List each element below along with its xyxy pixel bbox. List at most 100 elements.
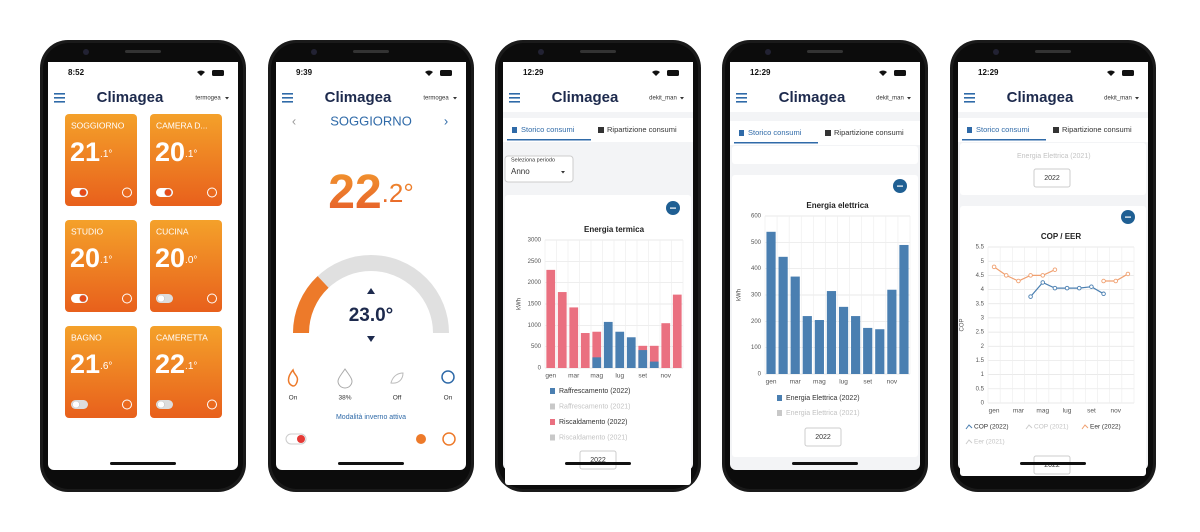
menu-icon[interactable] <box>282 97 293 99</box>
room-temp-decimal: .1° <box>100 255 112 266</box>
menu-icon[interactable] <box>964 101 975 103</box>
line-marker <box>1028 294 1033 299</box>
menu-icon[interactable] <box>736 101 747 103</box>
menu-icon[interactable] <box>964 93 975 95</box>
year-button[interactable] <box>1033 168 1071 188</box>
clock-icon[interactable] <box>122 187 132 198</box>
app-header <box>503 62 693 112</box>
year-button-label[interactable]: 2022 <box>1044 462 1060 469</box>
setpoint-down[interactable] <box>367 336 375 342</box>
clock-icon[interactable] <box>122 399 132 410</box>
legend-entry[interactable]: Energia Elettrica (2021) <box>1017 153 1091 160</box>
user-selector[interactable]: termogea <box>423 96 449 102</box>
room-tile[interactable] <box>65 114 137 206</box>
menu-icon[interactable] <box>964 97 975 99</box>
bar <box>592 357 602 368</box>
flame-icon[interactable] <box>287 368 299 387</box>
tab[interactable]: Ripartizione consumi <box>607 125 677 134</box>
year-button-label[interactable]: 2022 <box>590 457 606 464</box>
setpoint: 23.0° <box>349 305 394 326</box>
menu-icon[interactable] <box>509 93 520 95</box>
menu-icon[interactable] <box>509 101 520 103</box>
bar <box>887 289 897 374</box>
tab-icon <box>967 127 972 133</box>
legend-entry[interactable]: Raffrescamento (2022) <box>559 388 630 395</box>
speaker <box>1035 50 1071 53</box>
room-name[interactable]: BAGNO <box>71 332 102 342</box>
room-temp: 20.1° <box>70 243 112 273</box>
legend-icon <box>550 419 555 425</box>
legend-entry[interactable]: Riscaldamento (2022) <box>559 419 627 426</box>
clock-icon[interactable] <box>442 432 456 446</box>
period-select[interactable] <box>504 155 574 183</box>
setpoint-up[interactable] <box>367 288 375 294</box>
room-tile[interactable] <box>65 326 137 418</box>
tab-indicator <box>507 139 591 141</box>
year-button-label[interactable]: 2022 <box>815 434 831 441</box>
status-time: 9:39 <box>296 68 313 77</box>
room-name[interactable]: CAMERETTA <box>156 332 208 342</box>
previous-card <box>732 146 918 164</box>
fan-speed-icon[interactable] <box>416 434 426 444</box>
legend-entry[interactable]: COP (2021) <box>1034 424 1069 431</box>
period-value[interactable]: Anno <box>511 167 530 176</box>
year-button[interactable] <box>804 427 842 447</box>
menu-icon[interactable] <box>54 93 65 95</box>
legend-entry[interactable]: Eer (2022) <box>1090 424 1121 431</box>
room-name[interactable]: CAMERA D... <box>156 120 207 130</box>
room-name[interactable]: SOGGIORNO <box>71 120 125 130</box>
user-selector[interactable]: dekit_man <box>876 96 904 102</box>
menu-icon[interactable] <box>736 97 747 99</box>
y-tick-label: 500 <box>751 240 762 246</box>
room-tile[interactable] <box>65 220 137 312</box>
year-button-label[interactable]: 2022 <box>1044 175 1060 182</box>
room-temp: 22.1° <box>155 349 197 379</box>
user-selector[interactable]: termogea <box>195 96 221 102</box>
line-marker <box>1004 273 1009 278</box>
dropdown-caret <box>561 171 565 174</box>
y-tick-label: 3 <box>981 315 985 321</box>
room-name[interactable]: STUDIO <box>71 226 104 236</box>
wifi-icon <box>1107 70 1115 76</box>
room-temp-int: 22 <box>155 349 185 379</box>
x-tick-label: nov <box>661 373 672 380</box>
chart-title: Energia termica <box>584 225 645 234</box>
room-tile[interactable] <box>150 326 222 418</box>
menu-icon[interactable] <box>736 93 747 95</box>
toggle-knob <box>157 294 165 303</box>
prev-room[interactable]: ‹ <box>292 113 296 128</box>
tab[interactable]: Ripartizione consumi <box>1062 125 1132 134</box>
legend-entry[interactable]: COP (2022) <box>974 424 1009 431</box>
menu-icon[interactable] <box>509 97 520 99</box>
clock-icon[interactable] <box>122 293 132 304</box>
clock-icon[interactable] <box>207 187 217 198</box>
eco-icon[interactable] <box>390 372 404 384</box>
tab[interactable]: Storico consumi <box>976 125 1030 134</box>
tab[interactable]: Ripartizione consumi <box>834 128 904 137</box>
user-selector[interactable]: dekit_man <box>649 96 677 102</box>
menu-icon[interactable] <box>282 101 293 103</box>
room-tile[interactable] <box>150 220 222 312</box>
tab[interactable]: Storico consumi <box>521 125 575 134</box>
humidity-icon[interactable] <box>337 368 353 389</box>
y-axis-label: kWh <box>517 298 523 310</box>
room-tile[interactable] <box>150 114 222 206</box>
menu-icon[interactable] <box>282 93 293 95</box>
bar <box>569 307 579 368</box>
menu-icon[interactable] <box>54 101 65 103</box>
legend-entry[interactable]: Energia Elettrica (2021) <box>786 410 860 417</box>
fan-icon[interactable] <box>441 370 455 384</box>
clock-icon[interactable] <box>207 293 217 304</box>
clock-icon[interactable] <box>207 399 217 410</box>
legend-entry[interactable]: Raffrescamento (2021) <box>559 403 630 410</box>
x-tick-label: mag <box>813 379 826 386</box>
legend-entry[interactable]: Energia Elettrica (2022) <box>786 395 860 402</box>
tab[interactable]: Storico consumi <box>748 128 802 137</box>
next-room[interactable]: › <box>444 113 448 128</box>
menu-icon[interactable] <box>54 97 65 99</box>
legend-entry[interactable]: Eer (2021) <box>974 439 1005 446</box>
home-indicator <box>1020 462 1086 465</box>
legend-entry[interactable]: Riscaldamento (2021) <box>559 434 627 441</box>
room-name[interactable]: CUCINA <box>156 226 189 236</box>
user-selector[interactable]: dekit_man <box>1104 96 1132 102</box>
